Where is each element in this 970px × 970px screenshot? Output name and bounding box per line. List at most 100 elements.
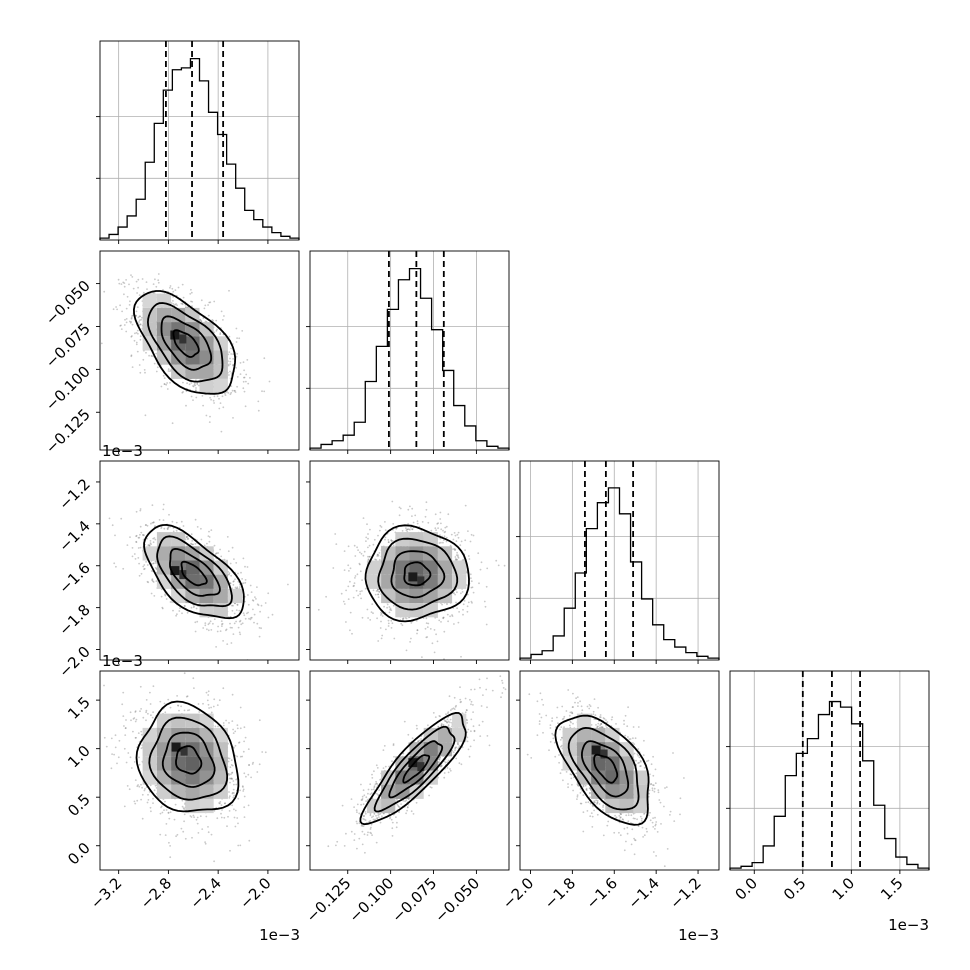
- scatter-point: [220, 620, 223, 622]
- scatter-point: [176, 695, 179, 697]
- density-cell: [156, 307, 172, 323]
- scatter-point: [171, 287, 174, 290]
- scatter-point: [163, 527, 166, 530]
- contour-3: [143, 523, 245, 620]
- scatter-point: [503, 564, 506, 567]
- scatter-point: [453, 592, 455, 595]
- scatter-point: [209, 620, 212, 623]
- scatter-point: [186, 538, 189, 540]
- scatter-point: [108, 517, 111, 520]
- scatter-point: [237, 572, 239, 575]
- scatter-point: [105, 745, 108, 748]
- scatter-point: [426, 636, 429, 638]
- scatter-point: [393, 637, 396, 640]
- scatter-point: [221, 625, 223, 627]
- scatter-point: [177, 704, 180, 707]
- contour-0: [180, 560, 208, 587]
- scatter-point: [131, 366, 134, 368]
- scatter-point: [112, 308, 115, 311]
- scatter-point: [361, 590, 363, 592]
- scatter-point: [470, 586, 473, 589]
- scatter-point: [225, 629, 227, 632]
- scatter-point: [229, 582, 232, 585]
- density-cell: [381, 560, 396, 575]
- scatter-point: [196, 383, 199, 386]
- scatter-point: [154, 560, 157, 563]
- scatter-point: [392, 604, 395, 607]
- scatter-point: [234, 744, 237, 747]
- scatter-point: [193, 605, 196, 607]
- scatter-point: [186, 611, 189, 614]
- scatter-point: [228, 289, 230, 292]
- scatter-point: [169, 381, 171, 384]
- scatter-point: [160, 527, 163, 529]
- scatter-point: [369, 528, 371, 531]
- scatter-point: [233, 612, 236, 615]
- scatter-point: [190, 816, 193, 818]
- scatter-point: [472, 591, 475, 594]
- scatter-point: [232, 796, 235, 799]
- density-cell: [142, 293, 157, 308]
- scatter-point: [152, 283, 155, 285]
- scatter-point: [194, 384, 197, 387]
- density-peak: [179, 334, 187, 344]
- scatter-point: [239, 362, 242, 364]
- density-cell: [199, 546, 214, 561]
- scatter-point: [425, 617, 428, 620]
- scatter-point: [377, 640, 380, 642]
- scatter-point: [196, 620, 199, 623]
- scatter-point: [147, 793, 149, 796]
- scatter-point: [251, 763, 254, 765]
- scatter-point: [145, 561, 148, 563]
- scatter-point: [440, 522, 442, 525]
- scatter-point: [457, 557, 460, 559]
- scatter-point: [166, 382, 169, 384]
- scatter-point: [177, 286, 180, 289]
- scatter-point: [165, 383, 168, 386]
- scatter-point: [260, 604, 263, 607]
- density-cell: [395, 574, 410, 589]
- scatter-point: [440, 621, 442, 623]
- scatter-point: [154, 278, 156, 281]
- scatter-point: [444, 526, 447, 529]
- scatter-point: [128, 304, 131, 306]
- scatter-point: [209, 415, 211, 418]
- scatter-point: [197, 832, 200, 834]
- scatter-point: [212, 399, 215, 402]
- scatter-point: [431, 642, 434, 645]
- scatter-point: [209, 301, 212, 304]
- scatter-point: [143, 568, 145, 571]
- scatter-point: [454, 548, 457, 551]
- scatter-point: [162, 508, 165, 511]
- scatter-point: [267, 592, 270, 595]
- scatter-point: [236, 385, 239, 388]
- scatter-point: [457, 536, 460, 539]
- scatter-point: [202, 317, 205, 320]
- scatter-point: [199, 318, 202, 321]
- scatter-point: [430, 529, 433, 532]
- y-tick-label: −1.4: [55, 517, 93, 555]
- scatter-point: [182, 525, 185, 527]
- scatter-point: [121, 310, 123, 313]
- scatter-point: [135, 280, 138, 283]
- scatter-point: [354, 575, 357, 577]
- scatter-point: [190, 300, 192, 303]
- scatter-point: [200, 320, 203, 323]
- scatter-point: [202, 404, 205, 407]
- scatter-point: [247, 382, 250, 385]
- scatter-point: [229, 370, 231, 373]
- scatter-point: [140, 572, 143, 575]
- scatter-point: [135, 510, 138, 513]
- scatter-point: [250, 591, 253, 593]
- scatter-point: [215, 552, 217, 555]
- scatter-point: [225, 628, 228, 631]
- scatter-point: [233, 389, 236, 392]
- scatter-point: [138, 785, 141, 788]
- scatter-point: [467, 555, 470, 557]
- scatter-point: [142, 358, 145, 361]
- scatter-point: [367, 533, 369, 535]
- scatter-point: [119, 304, 121, 307]
- scatter-point: [118, 282, 121, 285]
- scatter-point: [229, 360, 232, 363]
- scatter-point: [152, 537, 155, 540]
